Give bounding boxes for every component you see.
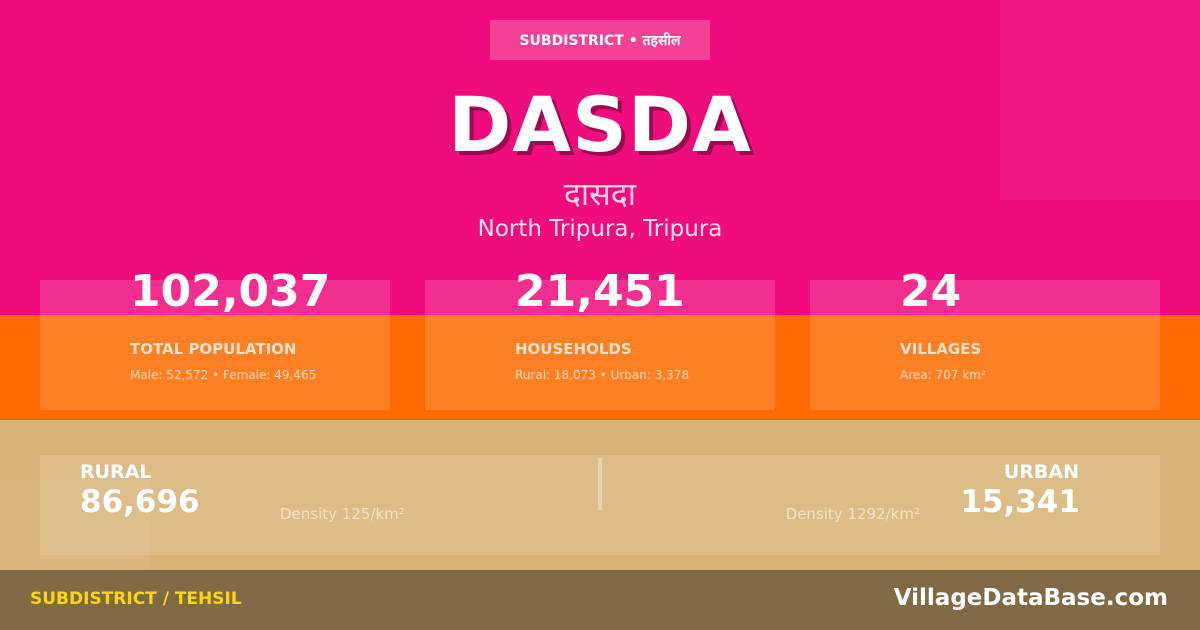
rural-urban-band bbox=[0, 420, 1200, 570]
site-logo[interactable]: VillageDataBase.com bbox=[893, 585, 1168, 611]
footer-bar bbox=[0, 570, 1200, 630]
hindi-name: दासदा bbox=[563, 175, 637, 213]
stat-label: HOUSEHOLDS bbox=[515, 340, 632, 358]
urban-density: Density 1292/km² bbox=[785, 505, 920, 523]
rural-urban-panel bbox=[40, 455, 1160, 555]
location: North Tripura, Tripura bbox=[477, 216, 723, 242]
stat-detail: Area: 707 km² bbox=[900, 368, 986, 382]
stat-detail: Male: 52,572 • Female: 49,465 bbox=[130, 368, 317, 382]
header-band bbox=[0, 0, 1200, 315]
stat-card-population: 102,037 TOTAL POPULATION Male: 52,572 • … bbox=[40, 266, 390, 410]
stat-label: VILLAGES bbox=[900, 340, 982, 358]
stats-band bbox=[0, 315, 1200, 420]
stat-value: 102,037 bbox=[130, 266, 331, 317]
stat-value: 21,451 bbox=[515, 266, 685, 317]
divider bbox=[598, 458, 602, 510]
stat-card-households: 21,451 HOUSEHOLDS Rural: 18,073 • Urban:… bbox=[425, 266, 775, 410]
footer-type: SUBDISTRICT / TEHSIL bbox=[30, 589, 242, 609]
rural-density: Density 125/km² bbox=[280, 505, 405, 523]
rural-label: RURAL bbox=[80, 461, 152, 483]
urban-value: 15,341 bbox=[960, 484, 1080, 520]
stat-value: 24 bbox=[900, 266, 962, 317]
stat-detail: Rural: 18,073 • Urban: 3,378 bbox=[515, 368, 690, 382]
decorative-square bbox=[1000, 0, 1200, 200]
type-badge: SUBDISTRICT • तहसील bbox=[490, 20, 710, 60]
stat-label: TOTAL POPULATION bbox=[130, 340, 297, 358]
urban-label: URBAN bbox=[1003, 461, 1079, 483]
rural-value: 86,696 bbox=[80, 484, 200, 520]
page-title: DASDA bbox=[448, 80, 752, 169]
stat-card-villages: 24 VILLAGES Area: 707 km² bbox=[810, 266, 1160, 410]
